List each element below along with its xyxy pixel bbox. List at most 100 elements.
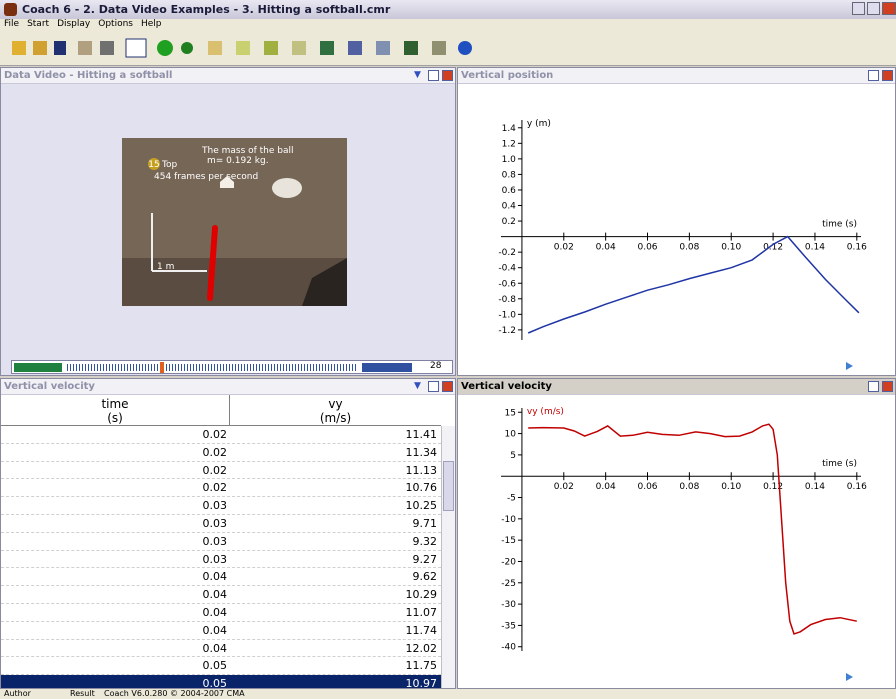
y-tick-label: -1.0 xyxy=(498,310,516,320)
menu-item[interactable]: Options xyxy=(98,19,133,29)
menu-item[interactable]: Display xyxy=(57,19,90,29)
panel-maximize[interactable] xyxy=(868,381,879,392)
x-tick-label: 0.02 xyxy=(554,243,574,253)
panel-menu[interactable]: ▼ xyxy=(414,381,425,392)
x-tick-label: 0.04 xyxy=(596,243,616,253)
slider-thumb[interactable] xyxy=(160,362,164,373)
tool-icon[interactable] xyxy=(432,41,446,55)
close-button[interactable] xyxy=(882,2,896,15)
scroll-thumb[interactable] xyxy=(443,461,454,511)
overlay-text: m= 0.192 kg. xyxy=(207,156,269,166)
y-tick-label: -20 xyxy=(501,557,516,567)
panel-maximize[interactable] xyxy=(428,70,439,81)
next-arrow[interactable] xyxy=(846,362,853,370)
tool-icon[interactable] xyxy=(320,41,334,55)
column-name: vy xyxy=(328,397,342,411)
tool-icon[interactable] xyxy=(78,41,92,55)
menu-item[interactable]: Help xyxy=(141,19,162,29)
tool-icon[interactable] xyxy=(157,40,173,56)
y-tick-label: -0.6 xyxy=(498,279,516,289)
column-unit: (s) xyxy=(107,411,123,425)
overlay-text: The mass of the ball xyxy=(201,146,294,156)
panel-maximize[interactable] xyxy=(868,70,879,81)
tool-icon[interactable] xyxy=(33,41,47,55)
panel-close[interactable] xyxy=(442,381,453,392)
help-icon[interactable] xyxy=(458,41,472,55)
panel-title: Vertical velocity xyxy=(1,379,455,395)
status-text: Result xyxy=(70,689,95,698)
table-cell: 11.07 xyxy=(406,606,438,619)
menu-item[interactable]: Start xyxy=(27,19,49,29)
maximize-button[interactable] xyxy=(867,2,880,15)
x-axis-label: time (s) xyxy=(822,459,857,469)
overlay-text: 1 m xyxy=(157,262,174,272)
playback-buttons[interactable] xyxy=(362,363,412,372)
y-tick-label: 0.2 xyxy=(502,217,516,227)
panel-maximize[interactable] xyxy=(428,381,439,392)
tool-icon[interactable] xyxy=(12,41,26,55)
tool-icon[interactable] xyxy=(292,41,306,55)
tool-icon[interactable] xyxy=(376,41,390,55)
menu-item[interactable]: File xyxy=(4,19,19,29)
y-tick-label: 5 xyxy=(510,451,516,461)
table-cell: 0.02 xyxy=(203,446,228,459)
x-axis-label: time (s) xyxy=(822,220,857,230)
app-icon xyxy=(4,3,17,16)
y-tick-label: 0.4 xyxy=(502,202,517,212)
x-tick-label: 0.04 xyxy=(596,482,616,492)
table-cell: 9.27 xyxy=(413,553,438,566)
table-cell: 11.41 xyxy=(406,428,438,441)
playback-buttons[interactable] xyxy=(14,363,62,372)
panel-close[interactable] xyxy=(882,381,893,392)
overlay-text: Top xyxy=(161,160,177,170)
frame-slider[interactable] xyxy=(67,364,357,371)
video-panel: Data Video - Hitting a softball ▼ 15 The… xyxy=(0,67,456,376)
table-cell: 0.03 xyxy=(203,535,228,548)
table-cell: 12.02 xyxy=(406,642,438,655)
y-tick-label: 15 xyxy=(504,408,515,418)
tool-icon[interactable] xyxy=(208,41,222,55)
table-cell: 9.62 xyxy=(413,570,438,583)
y-axis-label: vy (m/s) xyxy=(527,407,564,417)
x-tick-label: 0.16 xyxy=(847,243,867,253)
tool-icon[interactable] xyxy=(348,41,362,55)
chart-panel: Vertical velocity 0.020.040.060.080.100.… xyxy=(457,378,896,689)
tool-icon[interactable] xyxy=(54,41,66,55)
panel-close[interactable] xyxy=(442,70,453,81)
panel-menu[interactable]: ▼ xyxy=(414,70,425,81)
next-arrow[interactable] xyxy=(846,673,853,681)
y-tick-label: -30 xyxy=(501,600,516,610)
table-cell: 0.03 xyxy=(203,517,228,530)
tool-icon[interactable] xyxy=(236,41,250,55)
tool-icon[interactable] xyxy=(100,41,114,55)
scrollbar[interactable] xyxy=(441,426,455,688)
table-cell: 11.13 xyxy=(406,464,438,477)
minimize-button[interactable] xyxy=(852,2,865,15)
tool-icon[interactable] xyxy=(181,42,193,54)
x-tick-label: 0.08 xyxy=(679,482,699,492)
y-tick-label: -0.4 xyxy=(498,264,516,274)
status-text: Coach V6.0.280 © 2004-2007 CMA xyxy=(104,689,245,698)
y-tick-label: -35 xyxy=(501,621,516,631)
panel-close[interactable] xyxy=(882,70,893,81)
tool-icon[interactable] xyxy=(404,41,418,55)
tool-icon[interactable] xyxy=(264,41,278,55)
panel-title: Vertical velocity xyxy=(458,379,895,395)
tool-icon[interactable] xyxy=(126,39,146,57)
